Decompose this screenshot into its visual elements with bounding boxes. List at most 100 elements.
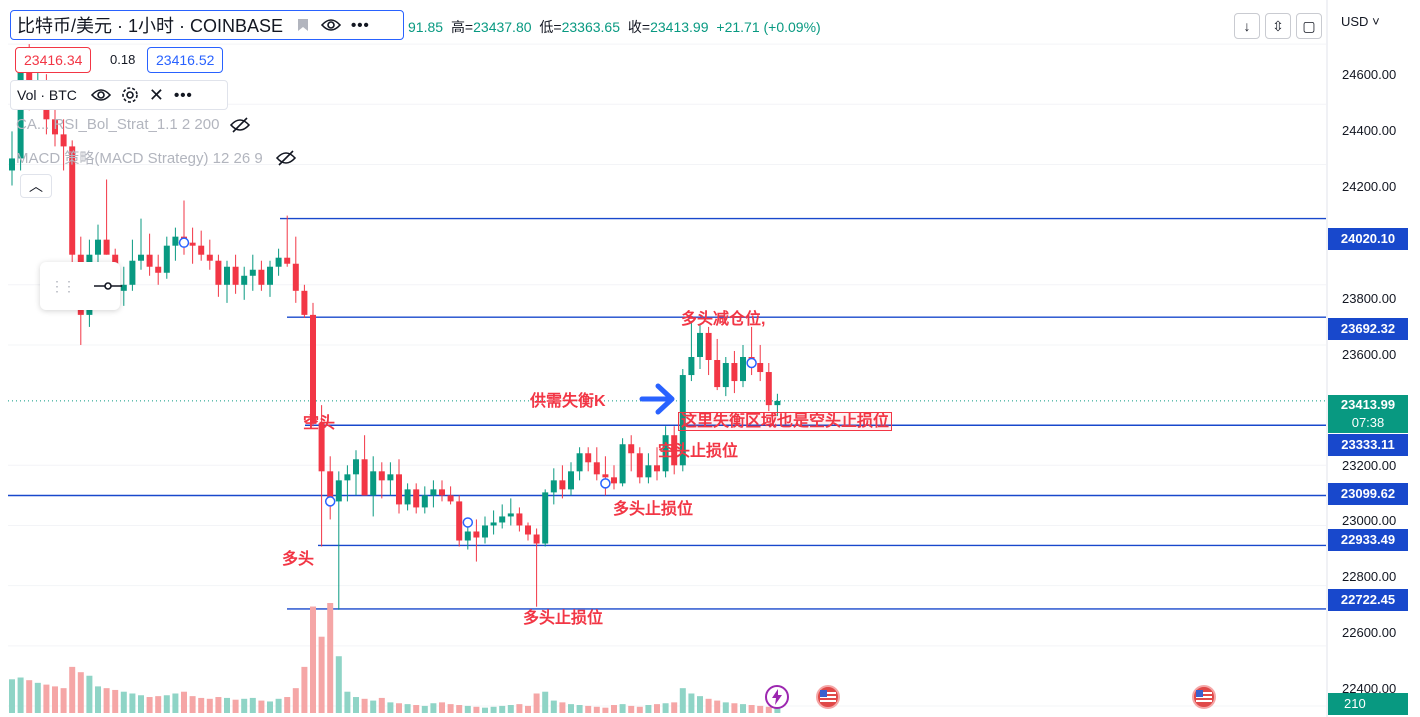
volume-bar — [206, 698, 213, 713]
symbol-header[interactable]: 比特币/美元 · 1小时 · COINBASE ••• — [10, 10, 404, 40]
hline-price-label[interactable]: 24020.10 — [1328, 228, 1408, 250]
sell-button[interactable]: 23416.34 — [15, 47, 92, 73]
candle-body — [52, 119, 58, 135]
candle-body — [559, 480, 566, 490]
hidden-eye-icon[interactable] — [275, 149, 297, 166]
flag-icon[interactable] — [295, 17, 311, 33]
candle-body — [189, 242, 196, 246]
close-icon[interactable]: ✕ — [148, 84, 164, 105]
volume-bar — [60, 688, 67, 713]
candle-body — [636, 453, 643, 478]
indicator-rsi-bol[interactable]: CA... RSI_Bol_Strat_1.1 2 200 — [16, 116, 251, 133]
y-tick-label: 23000.00 — [1342, 513, 1397, 528]
hidden-eye-icon[interactable] — [229, 116, 251, 133]
drag-handle-icon[interactable]: ⋮⋮ — [50, 277, 76, 294]
candle-body — [576, 453, 583, 472]
signal-marker — [600, 478, 611, 489]
volume-bar — [722, 702, 729, 713]
volume-bar — [757, 705, 764, 713]
volume-bar — [774, 707, 781, 713]
volume-bar — [688, 693, 695, 713]
candle-body — [129, 260, 136, 285]
us-flag-event-icon[interactable] — [1192, 685, 1216, 709]
collapse-legend-button[interactable]: ︿ — [20, 174, 52, 198]
y-tick-label: 23800.00 — [1342, 291, 1397, 306]
volume-bar — [507, 705, 514, 713]
candle-body — [370, 471, 377, 496]
candle-body — [267, 266, 273, 285]
ohlc-open: 91.85 — [408, 19, 444, 35]
annotation-long-stop-2[interactable]: 多头止损位 — [523, 610, 604, 627]
buy-button[interactable]: 23416.52 — [147, 47, 224, 73]
chevron-up-icon: ︿ — [29, 178, 43, 194]
candle-body — [439, 489, 445, 496]
more-icon[interactable]: ••• — [174, 86, 193, 104]
more-icon[interactable]: ••• — [351, 16, 370, 34]
spread-value: 0.18 — [110, 52, 136, 67]
annotation-short-stop[interactable]: 空头止损位 — [658, 443, 739, 460]
candle-body — [602, 474, 609, 478]
horizontal-line-tool-icon[interactable] — [94, 281, 122, 291]
candle-body — [155, 266, 162, 273]
download-button[interactable]: ↓ — [1234, 13, 1260, 39]
hline-price-label[interactable]: 22722.45 — [1328, 589, 1408, 611]
candle-body — [611, 477, 617, 484]
lightning-event-icon[interactable] — [765, 685, 789, 709]
hline-price-label[interactable]: 22933.49 — [1328, 529, 1408, 551]
annotation-imbalance-zone[interactable]: 这里失衡区域也是空头止损位 — [678, 412, 893, 431]
annotation-long-stop-1[interactable]: 多头止损位 — [613, 501, 694, 518]
drawing-toolbar[interactable]: ⋮⋮ — [40, 262, 122, 310]
eye-icon[interactable] — [321, 18, 342, 32]
y-tick-label: 24200.00 — [1342, 179, 1397, 194]
volume-bar — [645, 705, 652, 713]
indicator-macd[interactable]: MACD 策略(MACD Strategy) 12 26 9 — [16, 147, 297, 168]
y-tick-label: 22400.00 — [1342, 681, 1397, 696]
symbol-title[interactable]: 比特币/美元 · 1小时 · COINBASE — [17, 16, 284, 36]
fit-button[interactable]: ⇳ — [1265, 13, 1291, 39]
volume-legend[interactable]: Vol · BTC ✕ ••• — [10, 80, 228, 110]
hline-price-label[interactable]: 23333.11 — [1328, 434, 1408, 456]
candle-body — [568, 471, 574, 490]
candle-body — [378, 471, 385, 481]
annotation-long-reduce[interactable]: 多头减仓位, — [681, 311, 766, 328]
candle-body — [275, 257, 282, 267]
fullscreen-button[interactable]: ▢ — [1296, 13, 1322, 39]
volume-bar — [335, 656, 342, 713]
hline-price-label[interactable]: 23099.62 — [1328, 483, 1408, 505]
volume-bar — [533, 693, 540, 713]
candle-body — [318, 423, 325, 472]
annotation-imbalance-k[interactable]: 供需失衡K — [530, 393, 606, 410]
ohlc-readout: 91.85 高=23437.80 低=23363.65 收=23413.99 +… — [408, 17, 825, 37]
volume-bar — [456, 705, 463, 713]
candle-body — [60, 134, 67, 147]
signal-marker — [324, 496, 336, 507]
candle-body — [593, 462, 600, 475]
annotation-long[interactable]: 多头 — [282, 551, 315, 568]
candle-body — [671, 435, 678, 466]
volume-bar — [52, 686, 58, 713]
candle-body — [284, 257, 291, 264]
candle-body — [353, 459, 359, 475]
signal-marker — [746, 357, 757, 369]
volume-bar — [163, 695, 170, 713]
ohlc-change: +21.71 (+0.09%) — [716, 19, 821, 35]
candle-body — [731, 363, 738, 382]
hline-price-label[interactable]: 23692.32 — [1328, 318, 1408, 340]
volume-bar — [714, 700, 721, 713]
candle-body — [482, 525, 488, 538]
signal-marker — [178, 237, 190, 248]
currency-selector[interactable]: USD ˅ — [1341, 14, 1380, 29]
annotation-short[interactable]: 空头 — [303, 415, 336, 432]
volume-bar — [17, 677, 24, 713]
ohlc-high-label: 高= — [450, 19, 474, 35]
ohlc-high: 23437.80 — [473, 19, 532, 35]
eye-icon[interactable] — [90, 88, 111, 102]
candle-body — [232, 266, 239, 285]
gear-icon[interactable] — [121, 86, 139, 104]
us-flag-event-icon[interactable] — [816, 685, 840, 709]
candle-body — [301, 290, 308, 315]
ohlc-low-label: 低= — [539, 19, 562, 35]
candle-body — [9, 158, 15, 171]
